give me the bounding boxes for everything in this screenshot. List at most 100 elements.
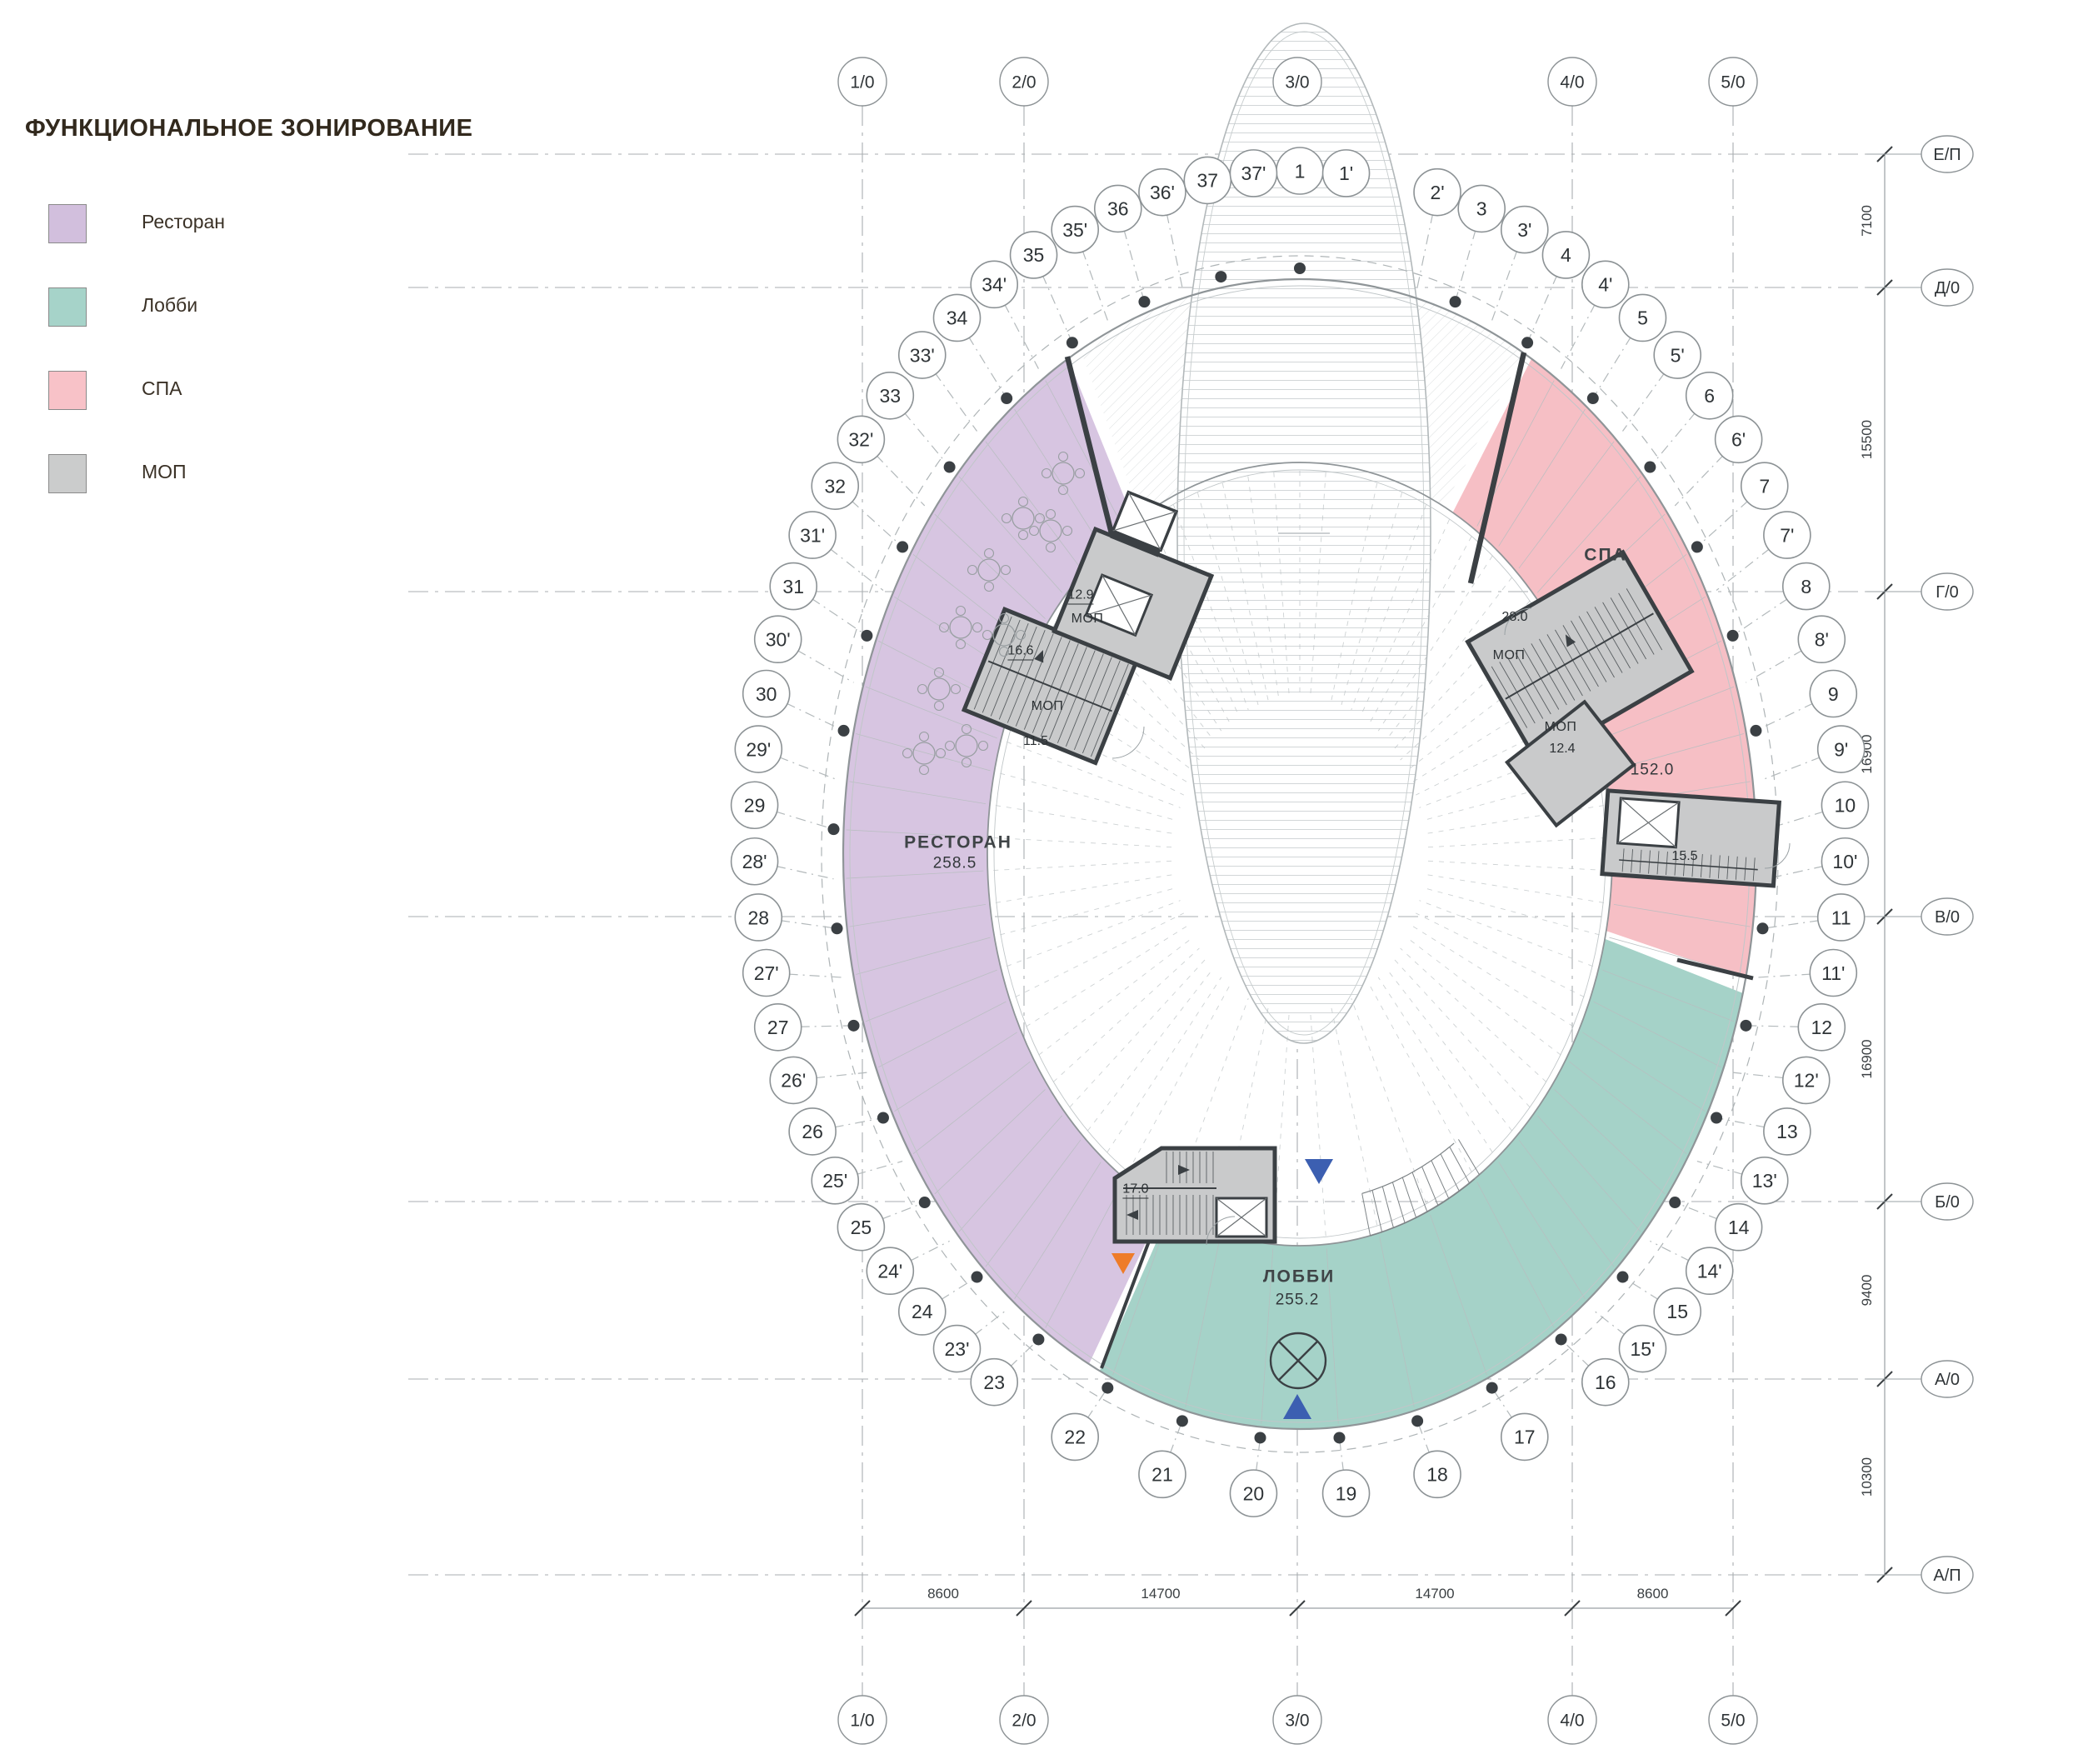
right-dimension-value: 16900 — [1859, 1039, 1875, 1078]
core-c-area-value: 15.5 — [1671, 849, 1698, 863]
axis-bubble-label: 26 — [802, 1121, 823, 1142]
row-axis-bubble: А/П — [1866, 1556, 1974, 1594]
restaurant-tables — [902, 451, 1086, 776]
radial-axis-bubble: 19 — [1321, 1469, 1371, 1517]
radial-axis-bubble: 34 — [932, 293, 982, 342]
axis-bubble-label: 34' — [982, 274, 1007, 296]
stair-core-upper-right-annex — [1504, 699, 1636, 828]
compass-icon — [1269, 1332, 1327, 1390]
facade-column-dots — [827, 262, 1772, 1444]
axis-bubble-label: 6' — [1731, 429, 1746, 451]
axis-bubble-label: Е/П — [1933, 146, 1961, 164]
axis-bubble-label: 24' — [877, 1261, 902, 1282]
axis-bubble-label: 2/0 — [1012, 1712, 1036, 1731]
entrance-marker-icon — [1305, 1159, 1333, 1184]
radial-axis-bubble: 13' — [1740, 1157, 1789, 1205]
axis-bubble-label: 7' — [1780, 524, 1794, 546]
radial-axis-bubble: 3 — [1457, 184, 1506, 233]
table-icon — [938, 605, 983, 650]
axis-bubble-label: 8 — [1801, 576, 1811, 597]
radial-axis-bubble: 20 — [1229, 1469, 1278, 1517]
spa-area-value: 152.0 — [1630, 761, 1675, 779]
radial-axis-bubble: 27 — [753, 1002, 802, 1052]
row-axis-bubble: Б/0 — [1866, 1182, 1974, 1221]
axis-bubble-label: 4/0 — [1560, 73, 1584, 92]
row-axis-bubble: В/0 — [1866, 897, 1974, 936]
axis-bubble-label: 26' — [781, 1070, 806, 1092]
radial-axis-bubble: 17 — [1500, 1412, 1549, 1462]
radial-axis-bubble: 23 — [970, 1357, 1019, 1407]
axis-bubble-label: 13' — [1752, 1170, 1777, 1192]
table-icon — [982, 612, 1027, 657]
radial-axis-bubble: 29' — [734, 725, 783, 773]
table-icon — [967, 547, 1012, 592]
core-a-upper-area-value: 12.9 — [1067, 588, 1094, 605]
axis-bubble-label: 1/0 — [850, 73, 874, 92]
axis-bubble-label: 12' — [1794, 1070, 1819, 1092]
legend-item-restaurant: Ресторан — [48, 204, 448, 244]
radial-axis-bubble: 8' — [1797, 615, 1846, 664]
axis-bubble-label: 30 — [756, 683, 777, 705]
axis-bubble-label: 6 — [1704, 385, 1715, 407]
radial-axis-bubble: 26' — [769, 1056, 818, 1105]
stair-core-bottom — [1112, 1146, 1277, 1244]
radial-axis-bubble: 5 — [1618, 293, 1667, 342]
radial-axis-bubble: 11 — [1816, 893, 1866, 942]
column-axis-bubble-bottom: 1/0 — [837, 1695, 887, 1745]
markers — [1111, 1159, 1333, 1419]
right-dimension-value: 15500 — [1859, 420, 1875, 459]
axis-bubble-label: 15 — [1666, 1301, 1688, 1322]
radial-axis-bubble: 25' — [811, 1157, 860, 1205]
axis-bubble-label: 11 — [1831, 907, 1851, 928]
axis-bubble-label: 15' — [1630, 1338, 1655, 1360]
legend-item-label: СПА — [142, 377, 182, 399]
radial-axis-bubble: 2' — [1413, 167, 1461, 217]
radial-axis-bubble: 30' — [753, 615, 802, 664]
radial-axis-bubble: 14 — [1714, 1202, 1763, 1252]
axis-bubble-label: 18 — [1426, 1464, 1448, 1486]
axis-bubble-label: Г/0 — [1936, 583, 1959, 602]
core-b-mop-label: МОП — [1492, 648, 1526, 662]
axis-bubble-label: 14' — [1697, 1261, 1722, 1282]
stair-core-upper-right — [1465, 549, 1695, 764]
stair-core-upper-left — [961, 490, 1215, 766]
radial-axis-bubble: 4' — [1581, 260, 1630, 309]
axis-bubble-label: В/0 — [1935, 908, 1960, 927]
radial-axis-bubble: 12 — [1797, 1002, 1846, 1052]
axis-bubble-label: 19 — [1336, 1482, 1357, 1504]
axis-bubble-label: 1' — [1339, 162, 1353, 184]
stair-core-east — [1600, 788, 1782, 888]
axis-bubble-label: 28' — [742, 851, 767, 872]
bottom-dimension-value: 8600 — [927, 1586, 959, 1602]
axis-bubble-label: 8' — [1815, 628, 1829, 650]
mop-swatch — [48, 454, 87, 493]
axis-bubble-label: 17 — [1514, 1427, 1536, 1448]
axis-bubble-label: 9 — [1828, 683, 1839, 705]
legend-item-lobby: Лобби — [48, 287, 448, 327]
radial-axis-bubble: 14' — [1685, 1247, 1734, 1296]
radial-axis-bubble: 37' — [1229, 149, 1278, 197]
axis-bubble-label: 13 — [1776, 1121, 1798, 1142]
bottom-dimension-value: 14700 — [1141, 1586, 1180, 1602]
radial-axis-bubble: 36' — [1138, 167, 1186, 217]
row-axis-bubble: А/0 — [1866, 1360, 1974, 1398]
radial-axis-bubble: 31' — [788, 511, 837, 559]
dimension-strings: 8600 14700 14700 86007100155001690016900940… — [854, 146, 1893, 1617]
axis-bubble-label: А/П — [1933, 1567, 1961, 1585]
axis-bubble-label: 33 — [880, 385, 902, 407]
legend-item-label: Лобби — [142, 294, 198, 316]
radial-axis-bubble: 29 — [730, 781, 779, 830]
table-icon — [917, 667, 962, 712]
column-axis-bubble-bottom: 2/0 — [999, 1695, 1049, 1745]
axis-bubble-label: 4/0 — [1560, 1712, 1584, 1731]
table-icon — [1001, 496, 1046, 541]
row-axis-bubble: Е/П — [1866, 135, 1974, 173]
radial-axis-bubble: 31 — [769, 562, 818, 611]
axis-bubble-label: Д/0 — [1935, 279, 1960, 297]
axis-bubble-label: А/0 — [1935, 1371, 1960, 1389]
radial-axis-bubble: 11' — [1809, 948, 1858, 997]
column-axis-bubble-bottom: 3/0 — [1272, 1695, 1322, 1745]
axis-bubble-label: 35 — [1023, 244, 1045, 266]
core-b-area-value: 28.0 — [1501, 610, 1528, 624]
